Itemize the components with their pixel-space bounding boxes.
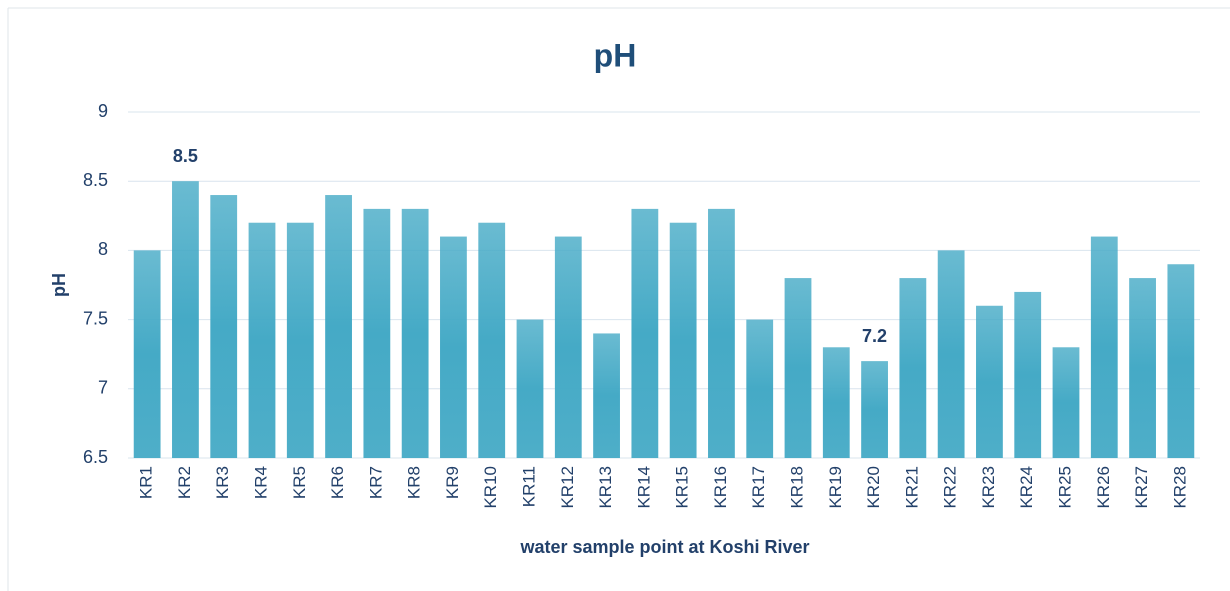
chart-title: pH (594, 37, 637, 73)
bar (708, 208, 735, 458)
bar (899, 278, 927, 458)
bar (1090, 236, 1118, 458)
x-tick-label: KR5 (290, 466, 309, 499)
x-tick-label: KR13 (596, 466, 615, 509)
x-tick-label: KR8 (405, 466, 424, 499)
bar (248, 222, 276, 458)
bar (669, 222, 697, 458)
bar (1167, 264, 1195, 458)
x-tick-label: KR19 (826, 466, 845, 509)
y-tick-label: 8 (98, 239, 108, 259)
x-tick-label: KR20 (864, 466, 883, 509)
x-tick-label: KR2 (175, 466, 194, 499)
x-tick-label: KR21 (902, 466, 921, 509)
bar (746, 319, 774, 458)
bar (401, 208, 429, 458)
x-tick-label: KR7 (366, 466, 385, 499)
x-tick-label: KR10 (481, 466, 500, 509)
y-tick-label: 9 (98, 101, 108, 121)
bar (286, 222, 314, 458)
bar (516, 319, 544, 458)
x-tick-label: KR17 (749, 466, 768, 509)
x-tick-label: KR22 (941, 466, 960, 509)
bar (1052, 347, 1080, 458)
bar (210, 195, 238, 459)
bar (554, 236, 582, 458)
x-tick-label: KR4 (251, 466, 270, 499)
x-tick-label: KR16 (711, 466, 730, 509)
bar (440, 236, 467, 458)
y-axis-label: pH (49, 273, 69, 297)
x-tick-label: KR28 (1170, 466, 1189, 509)
bar (172, 181, 199, 458)
bar (784, 278, 812, 458)
y-tick-label: 7.5 (83, 308, 108, 328)
data-label: 7.2 (862, 326, 887, 346)
bar (937, 250, 965, 458)
x-tick-label: KR18 (787, 466, 806, 509)
x-tick-label: KR15 (673, 466, 692, 509)
x-tick-label: KR24 (1017, 466, 1036, 509)
bar (976, 305, 1003, 458)
x-tick-label: KR11 (519, 466, 538, 507)
x-tick-label: KR9 (443, 466, 462, 499)
bar (363, 208, 391, 458)
bar (631, 208, 659, 458)
x-tick-label: KR6 (328, 466, 347, 499)
x-tick-label: KR23 (979, 466, 998, 509)
x-tick-label: KR1 (137, 466, 156, 499)
bar (861, 361, 888, 458)
x-axis-label: water sample point at Koshi River (519, 537, 809, 557)
bar (822, 347, 850, 458)
bar (325, 195, 352, 459)
bar (1129, 278, 1156, 458)
y-tick-label: 6.5 (83, 447, 108, 467)
y-tick-label: 8.5 (83, 170, 108, 190)
bar (1014, 291, 1042, 458)
x-tick-label: KR26 (1094, 466, 1113, 509)
bar (133, 250, 161, 458)
data-label: 8.5 (173, 146, 198, 166)
x-tick-label: KR25 (1055, 466, 1074, 509)
bar (593, 333, 620, 458)
y-tick-label: 7 (98, 378, 108, 398)
x-tick-label: KR12 (558, 466, 577, 509)
x-tick-label: KR27 (1132, 466, 1151, 509)
bar (478, 222, 506, 458)
x-tick-label: KR14 (634, 466, 653, 509)
x-tick-label: KR3 (213, 466, 232, 499)
